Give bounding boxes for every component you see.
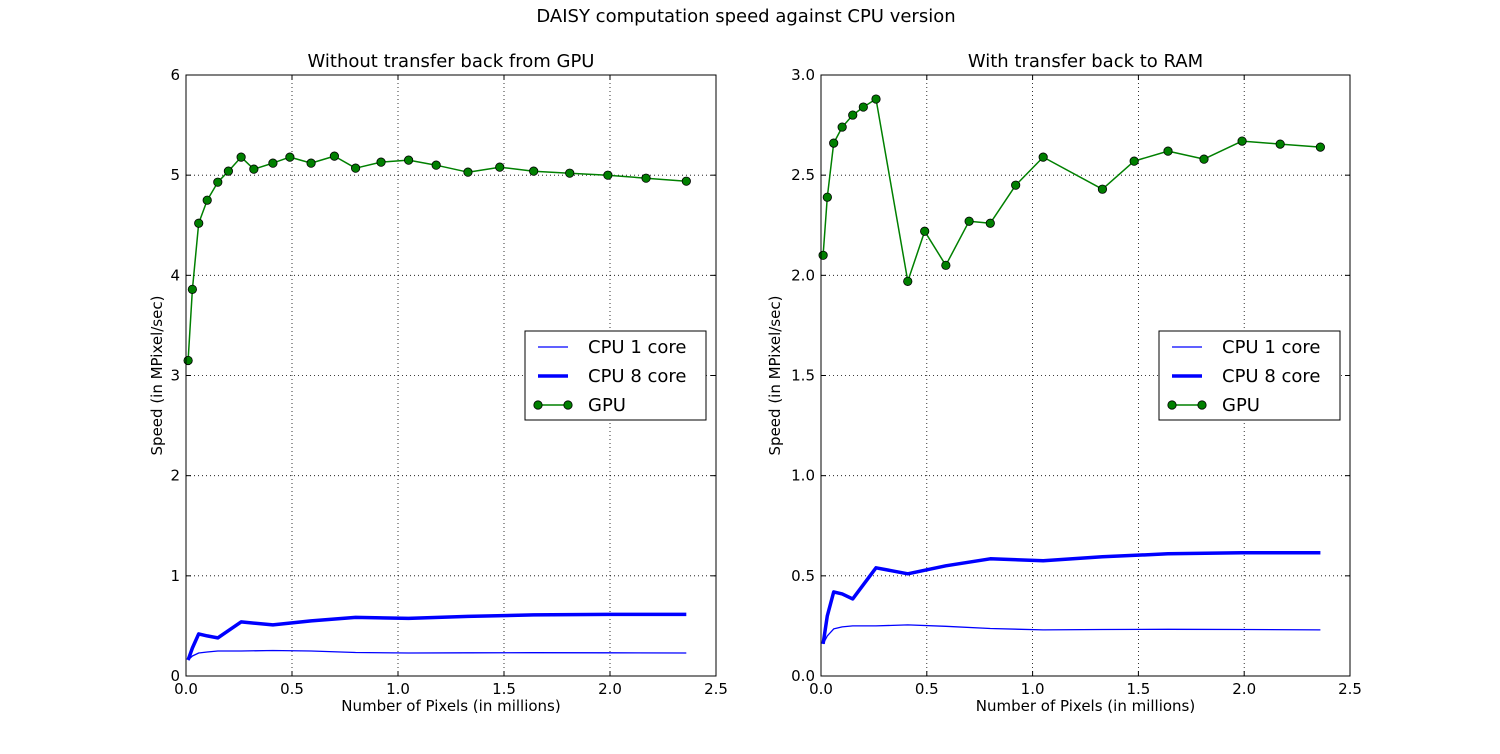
chart1-series-gpu-point	[495, 162, 505, 172]
chart1-x-axis-label: Number of Pixels (in millions)	[341, 697, 560, 715]
chart1-x-tick-label: 2.5	[704, 680, 728, 698]
chart2-series-gpu-point	[1163, 146, 1173, 156]
chart2-y-tick-label: 0.5	[791, 567, 815, 585]
chart1-legend-marker	[533, 400, 543, 410]
chart1-series-gpu-point	[376, 157, 386, 167]
chart1-series-gpu-point	[268, 158, 278, 168]
chart2-series-cpu-1-core-line	[822, 624, 1321, 645]
chart2-x-tick-label: 0.5	[915, 680, 939, 698]
chart2-series-gpu-point	[822, 192, 832, 202]
chart1-series-gpu-point	[202, 195, 212, 205]
chart2-series-gpu-point	[964, 216, 974, 226]
chart1-series-gpu-point	[223, 166, 233, 176]
chart2-series-gpu-point	[1011, 180, 1021, 190]
chart1-series-gpu-point	[350, 163, 361, 173]
chart2-x-tick-label: 1.0	[1021, 680, 1045, 698]
chart1-frame	[185, 74, 717, 677]
chart2-legend: CPU 1 core CPU 8 core GPU	[1158, 330, 1341, 421]
chart1-x-tick-label: 0.5	[280, 680, 304, 698]
chart1-series-gpu-point	[641, 173, 651, 183]
chart1-y-tick-label: 5	[170, 166, 180, 184]
chart1-series-gpu-point	[431, 160, 441, 170]
chart1-y-tick-label: 4	[170, 266, 180, 284]
chart2-x-tick-label: 2.0	[1232, 680, 1256, 698]
chart1-series-gpu-point	[529, 166, 539, 176]
chart2-y-axis-label: Speed (in MPixel/sec)	[766, 296, 784, 456]
chart1-series-gpu-point	[249, 164, 259, 174]
chart1-series-cpu-1-core-line	[187, 649, 687, 661]
chart1-x-tick-label: 1.0	[386, 680, 410, 698]
chart1-series-gpu-point	[187, 284, 197, 294]
chart2-y-tick-label: 3.0	[791, 66, 815, 84]
chart1-legend-label: CPU 8 core	[588, 366, 686, 387]
chart1-x-tick-label: 2.0	[598, 680, 622, 698]
chart2-legend-marker	[1167, 400, 1177, 410]
chart1-y-tick-label: 1	[170, 567, 180, 585]
chart1-y-tick-label: 6	[170, 66, 180, 84]
chart2-y-tick-label: 2.0	[791, 266, 815, 284]
chart1-legend: CPU 1 core CPU 8 core GPU	[524, 330, 707, 421]
chart1-series-gpu-point	[306, 158, 316, 168]
chart1-y-tick-label: 0	[170, 667, 180, 685]
chart1-series-gpu-point	[213, 177, 223, 187]
chart2-x-tick-label: 0.0	[809, 680, 833, 698]
chart1-series-gpu-point	[603, 170, 613, 180]
chart2-series-gpu-point	[848, 110, 858, 120]
chart2-series-cpu-8-core-line	[821, 551, 1321, 645]
chart1-series-gpu-point	[236, 152, 246, 162]
chart2-series-gpu-point	[1275, 139, 1285, 149]
chart2-series-gpu-point	[941, 260, 951, 270]
chart2-series-gpu-point	[858, 102, 868, 112]
chart2-series-gpu-point	[920, 226, 930, 236]
chart1-legend-label: GPU	[588, 395, 626, 416]
chart2-legend-label: CPU 1 core	[1222, 337, 1320, 358]
chart1-y-tick-label: 3	[170, 367, 180, 385]
chart1-series-gpu-point	[329, 151, 339, 161]
chart2-legend-label: CPU 8 core	[1222, 366, 1320, 387]
chart2-title: With transfer back to RAM	[968, 51, 1203, 72]
chart2-y-tick-label: 2.5	[791, 166, 815, 184]
chart1-y-axis-label: Speed (in MPixel/sec)	[148, 296, 166, 456]
chart2-y-tick-label: 1.0	[791, 467, 815, 485]
chart2-series-gpu-point	[1038, 152, 1048, 162]
chart1-series-gpu-point	[403, 155, 414, 165]
chart2-panel: With transfer back to RAM 0.0 0.5 1.0 1.5 2.0…	[766, 51, 1362, 715]
chart1-legend-marker	[563, 400, 573, 410]
chart2-frame	[820, 74, 1351, 677]
chart2-series-gpu-point	[1097, 184, 1108, 194]
chart2-series-gpu-point	[985, 218, 995, 228]
figure-title: DAISY computation speed against CPU vers…	[536, 6, 955, 27]
chart2-series-gpu-point	[871, 94, 881, 104]
chart2-legend-label: GPU	[1222, 395, 1260, 416]
chart1-series-gpu-point	[285, 152, 295, 162]
chart2-series-gpu-point	[1129, 156, 1139, 166]
chart2-x-tick-label: 2.5	[1338, 680, 1362, 698]
chart1-x-tick-label: 0.0	[174, 680, 198, 698]
chart2-series-gpu-point	[1199, 154, 1209, 164]
chart1-series-gpu-point	[681, 176, 691, 186]
chart2-series-gpu-point	[837, 122, 847, 132]
chart1-series-cpu-8-core-line	[186, 612, 687, 661]
chart1-series-gpu-point	[565, 168, 575, 178]
chart2-series-gpu-point	[903, 276, 913, 286]
chart2-series-gpu-point	[829, 138, 839, 148]
chart1-x-tick-label: 1.5	[492, 680, 516, 698]
chart2-y-tick-label: 1.5	[791, 367, 815, 385]
chart1-series-gpu-point	[463, 167, 473, 177]
chart1-series-gpu-point	[194, 218, 204, 228]
chart2-x-tick-label: 1.5	[1126, 680, 1150, 698]
chart1-panel: Without transfer back from GPU 0.0 0.5 1.0 1…	[148, 51, 728, 715]
chart2-x-axis-label: Number of Pixels (in millions)	[976, 697, 1195, 715]
chart2-legend-marker	[1197, 400, 1207, 410]
chart2-series-gpu-point	[818, 250, 828, 260]
chart1-legend-label: CPU 1 core	[588, 337, 686, 358]
chart2-series-gpu-point	[1315, 142, 1325, 152]
chart1-series-gpu-point	[183, 355, 193, 366]
chart1-y-tick-label: 2	[170, 467, 180, 485]
chart2-y-tick-label: 0.0	[791, 667, 815, 685]
chart1-title: Without transfer back from GPU	[308, 51, 595, 72]
chart2-series-gpu-point	[1237, 136, 1247, 146]
